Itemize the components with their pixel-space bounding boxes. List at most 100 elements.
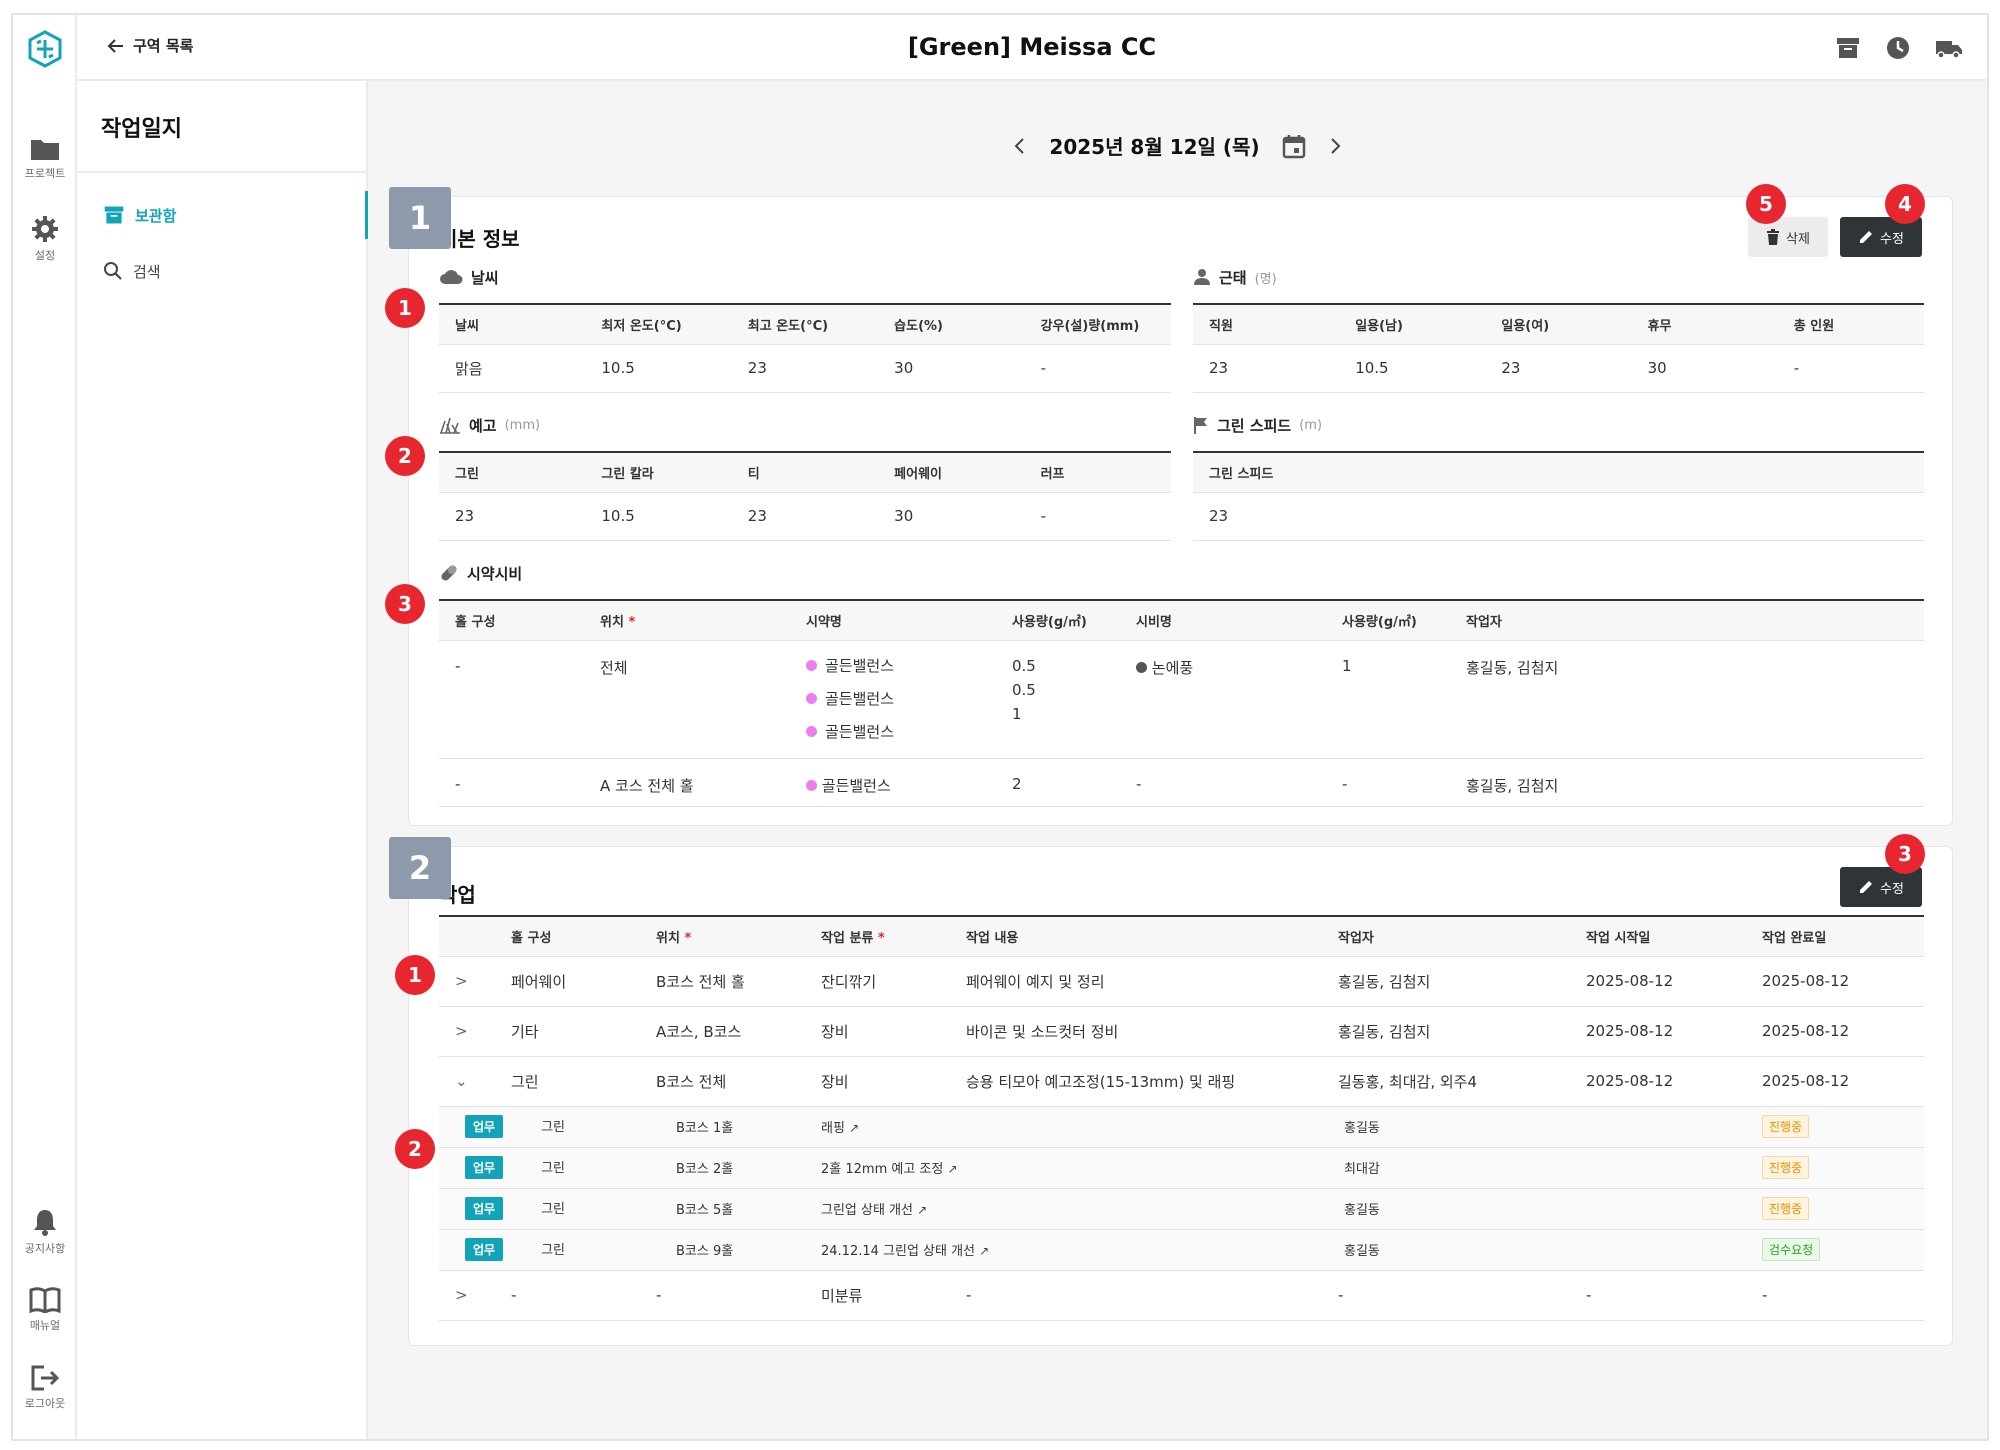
cell: 최대감 — [1322, 1147, 1570, 1189]
external-link-icon[interactable]: ↗ — [979, 1244, 990, 1258]
cell: 23 — [439, 492, 586, 541]
annotation-badge: 3 — [385, 584, 425, 624]
expand-toggle[interactable]: > — [439, 956, 495, 1007]
cell[interactable]: 24.12.14 그린업 상태 개선 ↗ — [805, 1229, 1322, 1271]
cell — [1570, 1106, 1746, 1148]
logo-icon[interactable] — [25, 29, 65, 69]
col-header: 러프 — [1024, 452, 1171, 493]
calendar-icon[interactable] — [1282, 133, 1306, 159]
current-date: 2025년 8월 12일 (목) — [1049, 135, 1260, 159]
cell: 23 — [1193, 344, 1340, 393]
cell[interactable]: 그린업 상태 개선 ↗ — [805, 1188, 1322, 1230]
col-header: 습도(%) — [878, 304, 1025, 345]
sub-task-row[interactable]: 업무 그린 B코스 5홀 그린업 상태 개선 ↗ 홍길동 진행중 — [439, 1188, 1924, 1230]
folder-icon — [31, 140, 59, 160]
cell: - — [950, 1270, 1322, 1321]
chevron-left-icon[interactable] — [1013, 136, 1027, 156]
sub-task-link[interactable]: 2홀 12mm 예고 조정 — [821, 1162, 944, 1177]
sub-task-row[interactable]: 업무 그린 B코스 1홀 래핑 ↗ 홍길동 진행중 — [439, 1106, 1924, 1148]
rail-label: 로그아웃 — [24, 1397, 66, 1410]
weather-table: 날씨 최저 온도(°C) 최고 온도(°C) 습도(%) 강우(설)량(mm) 맑음 10… — [439, 303, 1171, 393]
unit-label: (mm) — [504, 417, 541, 433]
green-speed-title: 그린 스피드 — [1217, 416, 1292, 435]
rail-label: 설정 — [34, 249, 56, 262]
chemical-table: 홀 구성 위치 * 시약명 사용량(g/㎡) 시비명 사용량(g/㎡) 작업자 … — [439, 599, 1924, 807]
table-row[interactable]: > 기타 A코스, B코스 장비 바이콘 및 소드컷터 정비 홍길동, 김첨지 … — [439, 1006, 1924, 1057]
cell — [1570, 1229, 1746, 1271]
col-header: 직원 — [1193, 304, 1340, 345]
cell: B코스 5홀 — [640, 1188, 805, 1230]
cell: - — [1024, 492, 1171, 541]
rail-projects[interactable]: 프로젝트 — [13, 137, 77, 181]
annotation-badge: 4 — [1885, 184, 1925, 224]
expand-toggle[interactable]: > — [439, 1006, 495, 1057]
table-row: - A 코스 전체 홀 골든밸런스 2 - - 홍길동, 김첨지 — [439, 758, 1924, 807]
external-link-icon[interactable]: ↗ — [849, 1121, 860, 1135]
cell: 2 — [996, 758, 1120, 807]
chevron-right-icon[interactable] — [1328, 136, 1342, 156]
external-link-icon[interactable]: ↗ — [917, 1203, 928, 1217]
cell: - — [495, 1270, 640, 1321]
col-header: 그린 칼라 — [585, 452, 732, 493]
col-header: 일용(여) — [1485, 304, 1632, 345]
unit-label: (명) — [1254, 271, 1277, 287]
gear-icon — [32, 216, 58, 242]
attendance-block: 근태 (명) 직원 일용(남) 일용(여) 휴무 총 인원 23 10.5 23 30- — [1193, 265, 1924, 393]
col-header: 사용량(g/㎡) — [1326, 600, 1450, 641]
table-row: - 전체 골든밸런스 골든밸런스 골든밸런스 0.5 0.5 1 논에풍 — [439, 640, 1924, 759]
rail-manual[interactable]: 매뉴얼 — [13, 1287, 77, 1333]
cell: 10.5 — [1339, 344, 1486, 393]
back-link[interactable]: 구역 목록 — [107, 35, 193, 56]
amount: 0.5 — [1012, 656, 1036, 675]
work-card: 작업 수정 3 1 2 홀 구성 위치 * 작업 분류 * 작업 내용 작업자 — [395, 834, 1953, 1346]
cell[interactable]: 2홀 12mm 예고 조정 ↗ — [805, 1147, 1322, 1189]
work-table: 홀 구성 위치 * 작업 분류 * 작업 내용 작업자 작업 시작일 작업 완료… — [439, 915, 1924, 1321]
grass-icon — [440, 417, 460, 434]
sub-task-link[interactable]: 래핑 — [821, 1121, 845, 1136]
col-header: 작업 완료일 — [1746, 916, 1924, 957]
truck-icon[interactable] — [1935, 35, 1962, 61]
table-row[interactable]: > - - 미분류 - - - - — [439, 1270, 1924, 1321]
archive-icon — [104, 206, 124, 224]
chemical-dot — [806, 726, 817, 737]
sub-task-link[interactable]: 24.12.14 그린업 상태 개선 — [821, 1244, 976, 1259]
cell: 1 — [1326, 640, 1450, 759]
cloud-icon — [440, 270, 463, 284]
pencil-icon — [1860, 231, 1872, 243]
cell[interactable]: 래핑 ↗ — [805, 1106, 1322, 1148]
rail-logout[interactable]: 로그아웃 — [13, 1365, 77, 1411]
date-navigator: 2025년 8월 12일 (목) — [368, 131, 1987, 160]
rail-settings[interactable]: 설정 — [13, 215, 77, 263]
expand-toggle[interactable]: > — [439, 1270, 495, 1321]
chemical-dot — [806, 660, 817, 671]
chemical-name: 골든밸런스 — [825, 723, 895, 741]
clock-icon[interactable] — [1885, 35, 1911, 61]
cell: 검수요청 — [1746, 1229, 1924, 1271]
sidebar-item-label: 보관함 — [135, 206, 177, 225]
col-header: 작업자 — [1450, 600, 1924, 641]
col-header: 사용량(g/㎡) — [996, 600, 1120, 641]
archive-icon[interactable] — [1835, 35, 1861, 61]
chemical-name: 골든밸런스 — [825, 657, 895, 675]
cell: B코스 9홀 — [640, 1229, 805, 1271]
rail-notices[interactable]: 공지사항 — [13, 1208, 77, 1256]
table-row[interactable]: ⌄ 그린 B코스 전체 장비 승용 티모아 예고조정(15-13mm) 및 래핑… — [439, 1056, 1924, 1107]
sub-task-row[interactable]: 업무 그린 B코스 9홀 24.12.14 그린업 상태 개선 ↗ 홍길동 검수요… — [439, 1229, 1924, 1271]
amount: 1 — [1012, 704, 1022, 723]
weather-title: 날씨 — [471, 268, 499, 287]
sub-task-link[interactable]: 그린업 상태 개선 — [821, 1203, 913, 1218]
sidebar-item-label: 검색 — [133, 262, 161, 281]
sidebar-item-search[interactable]: 검색 — [77, 243, 366, 299]
external-link-icon[interactable]: ↗ — [947, 1162, 958, 1176]
bell-icon — [34, 1210, 56, 1236]
table-row[interactable]: > 페어웨이 B코스 전체 홀 잔디깎기 페어웨이 예지 및 정리 홍길동, 김… — [439, 956, 1924, 1007]
cell: 홍길동 — [1322, 1188, 1570, 1230]
status-badge: 진행중 — [1762, 1197, 1810, 1220]
sidebar-item-archive[interactable]: 보관함 — [77, 187, 368, 243]
cell: 논에풍 — [1120, 640, 1326, 759]
expand-toggle[interactable]: ⌄ — [439, 1056, 495, 1107]
chemical-block: 시약시비 홀 구성 위치 * 시약명 사용량(g/㎡) 시비명 사용량(g/㎡)… — [439, 561, 1924, 807]
chevron-down-icon: ⌄ — [455, 1072, 468, 1090]
chemical-dot — [806, 693, 817, 704]
sub-task-row[interactable]: 업무 그린 B코스 2홀 2홀 12mm 예고 조정 ↗ 최대감 진행중 — [439, 1147, 1924, 1189]
